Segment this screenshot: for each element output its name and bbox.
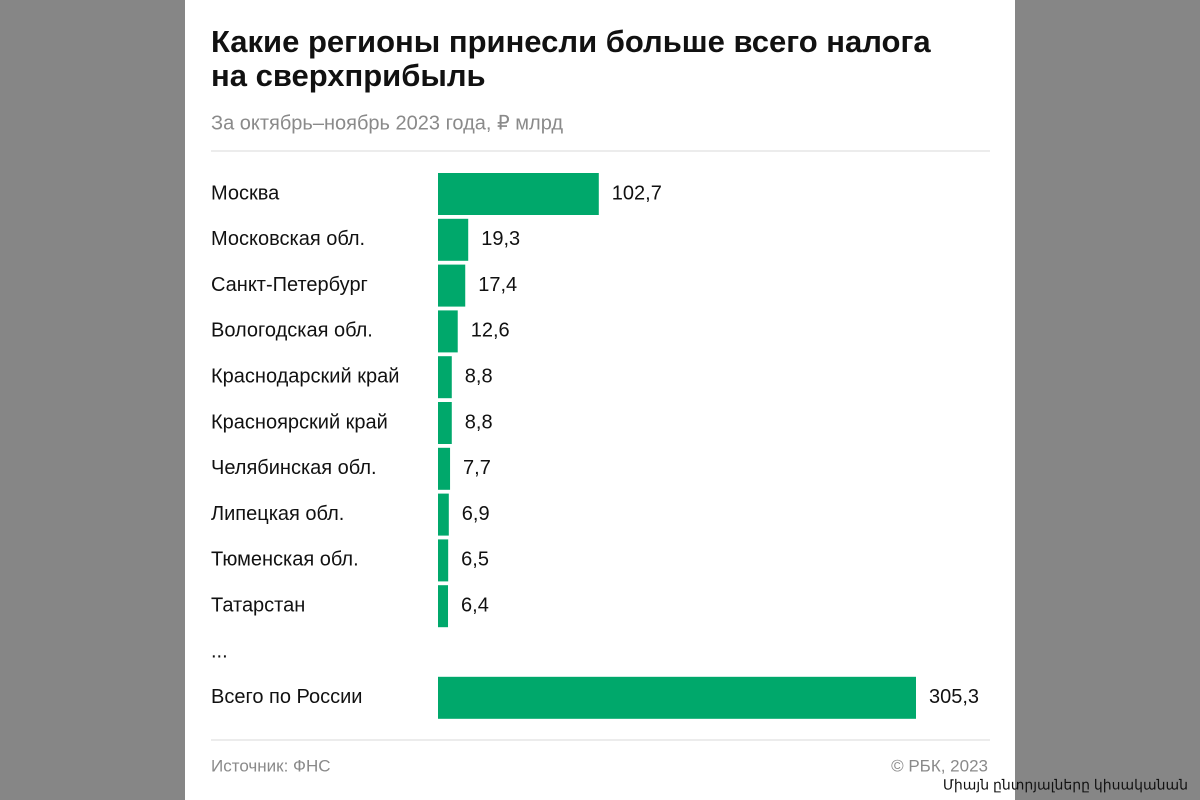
bar [438, 447, 451, 490]
bar [438, 173, 599, 215]
value-label: 6,4 [461, 594, 489, 616]
bar [438, 218, 469, 261]
bar [438, 264, 466, 307]
value-label: 19,3 [481, 228, 520, 250]
bar [438, 356, 452, 399]
category-label: Красноярский край [211, 411, 388, 433]
category-label: Челябинская обл. [211, 457, 377, 479]
category-label: Вологодская обл. [211, 320, 373, 342]
category-label: Татарстан [211, 594, 305, 616]
bar [438, 585, 449, 628]
value-label: 305,3 [929, 686, 979, 708]
source: Источник: ФНС [211, 756, 331, 775]
value-label: 12,6 [471, 320, 510, 342]
category-label: Тюменская обл. [211, 549, 359, 571]
watermark: Միայն ընտրյալները կիսականան [943, 777, 1188, 793]
category-label: Краснодарский край [211, 365, 399, 387]
category-label: Липецкая обл. [211, 503, 344, 525]
bar [438, 676, 916, 719]
value-label: 102,7 [612, 182, 662, 204]
bar [438, 493, 449, 536]
bar [438, 402, 452, 444]
category-label: Санкт-Петербург [211, 274, 368, 296]
chart-subtitle: За октябрь–ноябрь 2023 года, ₽ млрд [211, 112, 563, 134]
card [185, 0, 1015, 800]
copyright: © РБК, 2023 [891, 756, 988, 775]
chart-title: Какие регионы принесли больше всего нало… [211, 24, 931, 93]
value-label: 6,5 [461, 549, 489, 571]
value-label: 6,9 [462, 503, 490, 525]
value-label: 8,8 [465, 411, 493, 433]
category-label: Московская обл. [211, 228, 365, 250]
bar [438, 539, 449, 582]
category-label: Всего по России [211, 686, 362, 708]
bar [438, 310, 458, 353]
value-label: 17,4 [478, 274, 517, 296]
value-label: 7,7 [463, 457, 491, 479]
category-label: Москва [211, 182, 280, 204]
value-label: 8,8 [465, 365, 493, 387]
category-label: ... [211, 640, 228, 662]
